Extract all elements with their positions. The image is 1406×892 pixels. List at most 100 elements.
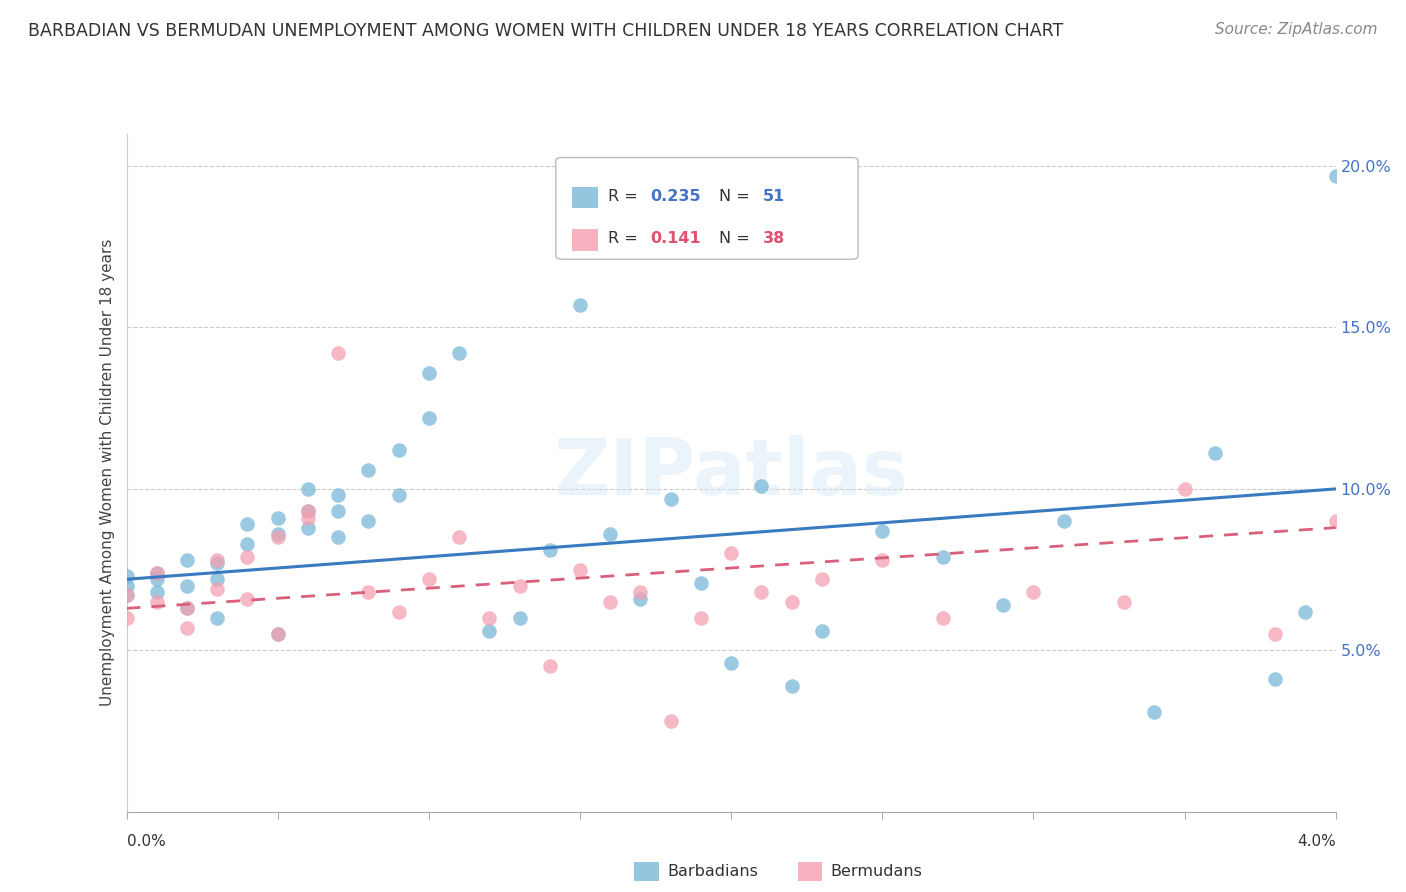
FancyBboxPatch shape — [555, 158, 858, 260]
Point — [176, 579, 198, 593]
Point — [326, 504, 350, 518]
Point — [568, 563, 592, 577]
Point — [720, 546, 742, 560]
Point — [538, 659, 561, 673]
Point — [176, 601, 198, 615]
Point — [568, 298, 592, 312]
Point — [205, 553, 228, 567]
Bar — [571, 229, 598, 251]
Text: 0.141: 0.141 — [650, 231, 700, 246]
Point — [1294, 605, 1316, 619]
Point — [146, 585, 169, 599]
Point — [205, 582, 228, 596]
Point — [599, 595, 621, 609]
Point — [689, 611, 711, 625]
Point — [176, 553, 198, 567]
Y-axis label: Unemployment Among Women with Children Under 18 years: Unemployment Among Women with Children U… — [100, 239, 115, 706]
Bar — [797, 862, 823, 881]
Point — [780, 679, 803, 693]
Point — [872, 524, 894, 538]
Point — [236, 591, 259, 606]
Point — [146, 566, 169, 580]
Text: BARBADIAN VS BERMUDAN UNEMPLOYMENT AMONG WOMEN WITH CHILDREN UNDER 18 YEARS CORR: BARBADIAN VS BERMUDAN UNEMPLOYMENT AMONG… — [28, 22, 1063, 40]
Point — [297, 504, 319, 518]
Point — [538, 543, 561, 558]
Point — [267, 530, 290, 544]
Text: 4.0%: 4.0% — [1296, 834, 1336, 849]
Point — [205, 572, 228, 586]
Point — [993, 598, 1015, 612]
Point — [1264, 627, 1286, 641]
Point — [418, 572, 440, 586]
Point — [115, 611, 138, 625]
Point — [297, 504, 319, 518]
Point — [872, 553, 894, 567]
Text: Source: ZipAtlas.com: Source: ZipAtlas.com — [1215, 22, 1378, 37]
Point — [599, 527, 621, 541]
Point — [1264, 673, 1286, 687]
Text: N =: N = — [718, 231, 755, 246]
Point — [326, 346, 350, 360]
Point — [780, 595, 803, 609]
Point — [447, 346, 470, 360]
Text: 51: 51 — [762, 188, 785, 203]
Text: 0.0%: 0.0% — [127, 834, 166, 849]
Point — [751, 585, 773, 599]
Text: Bermudans: Bermudans — [831, 863, 922, 879]
Point — [932, 549, 955, 564]
Point — [1114, 595, 1136, 609]
Point — [267, 627, 290, 641]
Point — [176, 621, 198, 635]
Point — [478, 611, 501, 625]
Text: 38: 38 — [762, 231, 785, 246]
Point — [810, 572, 832, 586]
Point — [146, 595, 169, 609]
Point — [388, 488, 411, 502]
Point — [205, 556, 228, 570]
Point — [1053, 514, 1076, 528]
Point — [447, 530, 470, 544]
Point — [267, 627, 290, 641]
Point — [388, 605, 411, 619]
Point — [418, 366, 440, 380]
Point — [659, 714, 682, 729]
Point — [146, 572, 169, 586]
Point — [1174, 482, 1197, 496]
Point — [236, 517, 259, 532]
Text: R =: R = — [607, 231, 643, 246]
Point — [297, 482, 319, 496]
Point — [388, 443, 411, 458]
Text: R =: R = — [607, 188, 643, 203]
Point — [357, 514, 380, 528]
Point — [115, 589, 138, 603]
Point — [115, 569, 138, 583]
Point — [1022, 585, 1045, 599]
Point — [267, 527, 290, 541]
Point — [659, 491, 682, 506]
Bar — [571, 186, 598, 208]
Text: N =: N = — [718, 188, 755, 203]
Point — [115, 589, 138, 603]
Point — [1204, 446, 1226, 460]
Point — [418, 410, 440, 425]
Text: Barbadians: Barbadians — [666, 863, 758, 879]
Point — [689, 575, 711, 590]
Point — [1324, 514, 1347, 528]
Point — [267, 511, 290, 525]
Point — [146, 566, 169, 580]
Point — [630, 585, 652, 599]
Point — [751, 478, 773, 492]
Point — [236, 537, 259, 551]
Point — [810, 624, 832, 638]
Point — [630, 591, 652, 606]
Text: 0.235: 0.235 — [650, 188, 700, 203]
Point — [297, 521, 319, 535]
Point — [1143, 705, 1166, 719]
Bar — [634, 862, 658, 881]
Point — [509, 579, 531, 593]
Point — [176, 601, 198, 615]
Point — [357, 585, 380, 599]
Point — [509, 611, 531, 625]
Point — [932, 611, 955, 625]
Point — [1324, 169, 1347, 183]
